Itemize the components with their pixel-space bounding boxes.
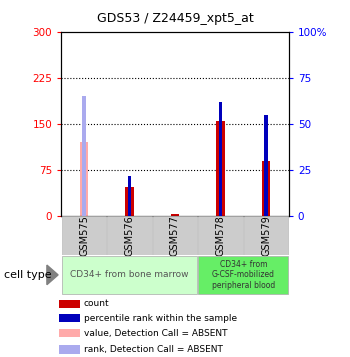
- Bar: [153, 216, 197, 255]
- Bar: [219, 102, 222, 216]
- Text: percentile rank within the sample: percentile rank within the sample: [84, 314, 237, 323]
- Bar: [244, 216, 288, 255]
- Polygon shape: [47, 265, 58, 285]
- Text: GDS53 / Z24459_xpt5_at: GDS53 / Z24459_xpt5_at: [97, 12, 253, 25]
- Bar: [59, 300, 80, 308]
- Text: value, Detection Call = ABSENT: value, Detection Call = ABSENT: [84, 329, 227, 338]
- Text: cell type: cell type: [4, 270, 51, 280]
- Bar: [80, 142, 88, 216]
- Bar: [216, 121, 225, 216]
- Bar: [59, 346, 80, 353]
- Text: GSM576: GSM576: [125, 215, 134, 256]
- Text: count: count: [84, 300, 110, 308]
- Text: GSM579: GSM579: [261, 215, 271, 256]
- Text: GSM575: GSM575: [79, 215, 89, 256]
- Bar: [264, 115, 268, 216]
- Bar: [128, 176, 131, 216]
- Bar: [198, 256, 288, 294]
- Bar: [82, 96, 86, 216]
- Text: GSM577: GSM577: [170, 215, 180, 256]
- Bar: [262, 161, 270, 216]
- Text: rank, Detection Call = ABSENT: rank, Detection Call = ABSENT: [84, 345, 223, 354]
- Text: CD34+ from
G-CSF-mobilized
peripheral blood: CD34+ from G-CSF-mobilized peripheral bl…: [212, 260, 275, 290]
- Text: CD34+ from bone marrow: CD34+ from bone marrow: [70, 270, 189, 280]
- Bar: [171, 214, 179, 216]
- Bar: [62, 216, 106, 255]
- Text: GSM578: GSM578: [216, 215, 225, 256]
- Bar: [62, 256, 197, 294]
- Bar: [125, 187, 134, 216]
- Bar: [107, 216, 152, 255]
- Bar: [59, 314, 80, 322]
- Bar: [198, 216, 243, 255]
- Bar: [59, 329, 80, 337]
